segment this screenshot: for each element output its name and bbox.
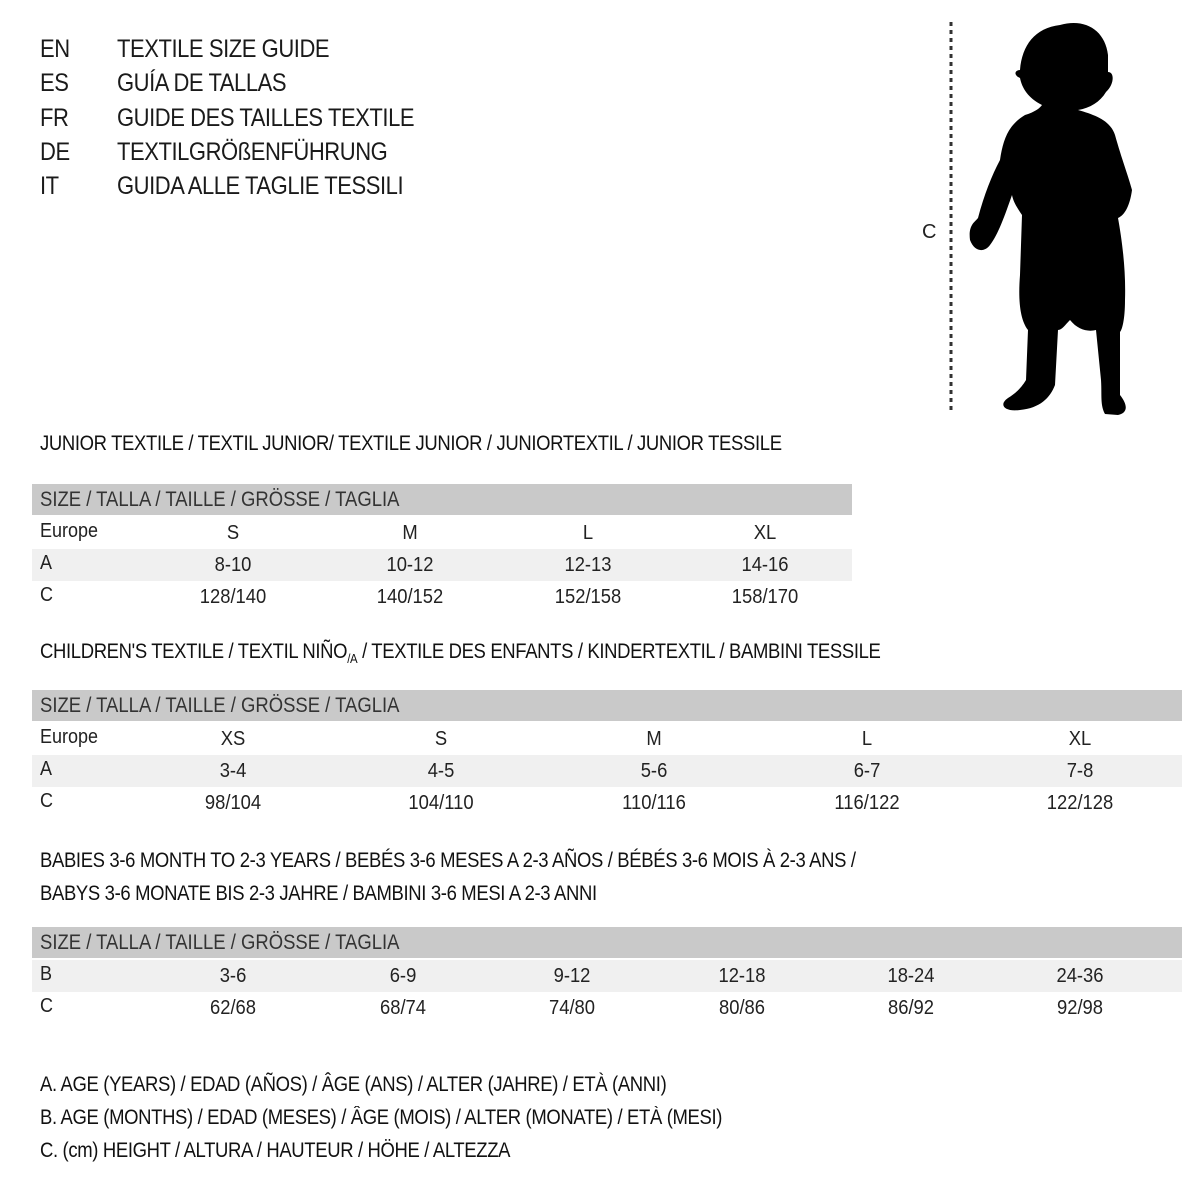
- table-cell: 5-6: [640, 760, 668, 782]
- table-row: B 3-6 6-9 9-12 12-18 18-24 24-36: [32, 960, 1182, 992]
- table-cell: 9-12: [553, 965, 591, 987]
- child-silhouette-figure: C: [922, 22, 1132, 415]
- table-cell: 8-10: [214, 554, 252, 576]
- row-label: Europe: [40, 726, 99, 748]
- guide-title: TEXTILGRÖßENFÜHRUNG: [117, 137, 388, 166]
- babies-heading-line2: BABYS 3-6 MONATE BIS 2-3 JAHRE / BAMBINI…: [40, 882, 597, 905]
- table-cell: 3-4: [219, 760, 247, 782]
- legend-a: A. AGE (YEARS) / EDAD (AÑOS) / ÂGE (ANS)…: [40, 1073, 667, 1096]
- table-cell: 7-8: [1066, 760, 1094, 782]
- table-cell: M: [402, 522, 418, 544]
- table-header: SIZE / TALLA / TAILLE / GRÖSSE / TAGLIA: [32, 690, 1182, 721]
- table-cell: 4-5: [427, 760, 455, 782]
- row-label: B: [40, 963, 53, 985]
- table-cell: 158/170: [731, 586, 799, 608]
- guide-title: GUIDA ALLE TAGLIE TESSILI: [117, 172, 404, 201]
- table-cell: XL: [1068, 728, 1092, 750]
- row-label: A: [40, 758, 53, 780]
- babies-heading-line1: BABIES 3-6 MONTH TO 2-3 YEARS / BEBÉS 3-…: [40, 849, 856, 872]
- table-cell: 104/110: [408, 792, 474, 814]
- row-label: A: [40, 552, 53, 574]
- table-row: A 3-4 4-5 5-6 6-7 7-8: [32, 755, 1182, 787]
- table-cell: M: [646, 728, 662, 750]
- table-row: C 128/140 140/152 152/158 158/170: [32, 581, 852, 613]
- table-cell: 152/158: [554, 586, 622, 608]
- children-heading-sub: /A: [347, 651, 358, 667]
- table-cell: 18-24: [887, 965, 935, 987]
- row-label: C: [40, 790, 54, 812]
- language-code: EN: [40, 35, 70, 63]
- children-heading-text-rest: / TEXTILE DES ENFANTS / KINDERTEXTIL / B…: [357, 640, 881, 663]
- table-row: Europe S M L XL: [32, 517, 852, 549]
- table-cell: 110/116: [622, 792, 686, 814]
- row-label: C: [40, 995, 54, 1017]
- table-cell: 6-9: [389, 965, 417, 987]
- row-label: Europe: [40, 520, 99, 542]
- language-code: ES: [40, 69, 69, 98]
- table-header: SIZE / TALLA / TAILLE / GRÖSSE / TAGLIA: [32, 484, 852, 515]
- language-code: DE: [40, 137, 70, 166]
- table-cell: 116/122: [834, 792, 900, 814]
- table-cell: 80/86: [718, 997, 766, 1019]
- table-cell: 122/128: [1046, 792, 1114, 814]
- table-cell: 140/152: [376, 586, 444, 608]
- table-cell: XL: [753, 522, 777, 544]
- table-cell: 86/92: [887, 997, 935, 1019]
- legend-c: C. (cm) HEIGHT / ALTURA / HAUTEUR / HÖHE…: [40, 1139, 511, 1162]
- legend-b: B. AGE (MONTHS) / EDAD (MESES) / ÂGE (MO…: [40, 1106, 723, 1129]
- language-code: IT: [40, 172, 59, 201]
- table-cell: L: [861, 728, 873, 750]
- junior-heading: JUNIOR TEXTILE / TEXTIL JUNIOR/ TEXTILE …: [40, 432, 782, 455]
- junior-size-table: SIZE / TALLA / TAILLE / GRÖSSE / TAGLIA E…: [32, 484, 852, 613]
- babies-size-table: SIZE / TALLA / TAILLE / GRÖSSE / TAGLIA B…: [32, 927, 1182, 1024]
- table-header: SIZE / TALLA / TAILLE / GRÖSSE / TAGLIA: [32, 927, 1182, 958]
- table-cell: S: [434, 728, 448, 750]
- table-cell: 128/140: [199, 586, 267, 608]
- table-cell: 6-7: [853, 760, 881, 782]
- table-header-label: SIZE / TALLA / TAILLE / GRÖSSE / TAGLIA: [40, 931, 400, 954]
- child-silhouette-icon: [969, 23, 1132, 415]
- table-row: C 98/104 104/110 110/116 116/122 122/128: [32, 787, 1182, 819]
- language-code: FR: [40, 103, 69, 132]
- children-heading-text: CHILDREN'S TEXTILE / TEXTIL NIÑO: [40, 640, 348, 663]
- guide-title: GUIDE DES TAILLES TEXTILE: [117, 103, 415, 132]
- guide-title: TEXTILE SIZE GUIDE: [117, 35, 330, 63]
- table-row: A 8-10 10-12 12-13 14-16: [32, 549, 852, 581]
- table-cell: 12-18: [718, 965, 766, 987]
- table-cell: L: [582, 522, 594, 544]
- table-cell: 10-12: [386, 554, 434, 576]
- table-row: Europe XS S M L XL: [32, 723, 1182, 755]
- children-heading: CHILDREN'S TEXTILE / TEXTIL NIÑO/A / TEX…: [40, 640, 881, 666]
- table-cell: 12-13: [564, 554, 612, 576]
- table-header-label: SIZE / TALLA / TAILLE / GRÖSSE / TAGLIA: [40, 694, 400, 717]
- table-cell: 24-36: [1056, 965, 1104, 987]
- row-label: C: [40, 584, 54, 606]
- table-row: C 62/68 68/74 74/80 80/86 86/92 92/98: [32, 992, 1182, 1024]
- table-cell: 62/68: [209, 997, 257, 1019]
- table-cell: 3-6: [219, 965, 247, 987]
- table-cell: 74/80: [548, 997, 596, 1019]
- table-header-label: SIZE / TALLA / TAILLE / GRÖSSE / TAGLIA: [40, 488, 400, 511]
- table-cell: 14-16: [741, 554, 789, 576]
- guide-title: GUÍA DE TALLAS: [117, 69, 287, 98]
- table-cell: S: [226, 522, 240, 544]
- children-size-table: SIZE / TALLA / TAILLE / GRÖSSE / TAGLIA E…: [32, 690, 1182, 819]
- table-cell: 68/74: [379, 997, 427, 1019]
- table-cell: 92/98: [1056, 997, 1104, 1019]
- table-cell: 98/104: [204, 792, 262, 814]
- table-cell: XS: [220, 728, 246, 750]
- measure-label: C: [922, 221, 936, 243]
